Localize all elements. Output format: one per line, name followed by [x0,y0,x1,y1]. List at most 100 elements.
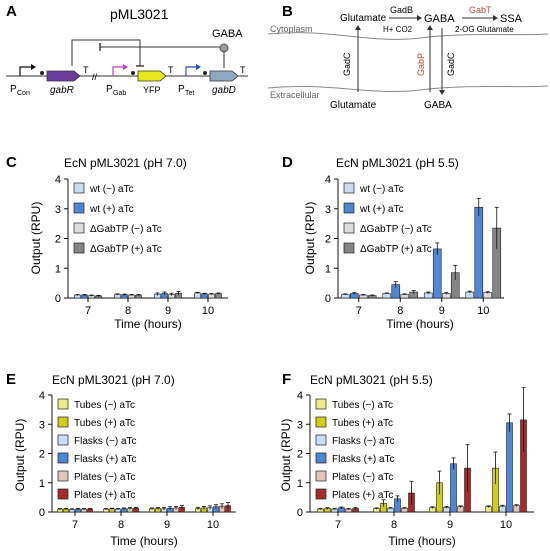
bar [506,422,513,513]
xlabel-e: Time (hours) [110,534,178,548]
x-tick-label: 7 [356,305,362,317]
gabr-label: gabR [50,85,74,96]
y-tick-label: 2 [325,234,331,246]
panel-d: D EcN pML3021 (pH 5.5) Output (RPU) Time… [282,154,504,331]
glutamate-top: Glutamate [340,13,387,24]
gadb-label: GadB [390,5,413,15]
y-tick-label: 2 [55,234,61,246]
chart-title-f: EcN pML3021 (pH 5.5) [310,373,433,387]
x-tick-label: 8 [125,305,131,317]
promoter-gab-label: P [106,84,113,95]
gadb-arrowhead-icon [417,15,422,21]
legend-swatch [57,434,69,446]
legend-label: Plates (+) aTc [74,490,135,501]
gadc-left-label: GadC [342,52,352,76]
legend-label: wt (+) aTc [89,204,134,215]
panel-letter-e: E [6,371,16,388]
legend-label: Tubes (+) aTc [332,418,393,429]
promoter-con-label: P [10,84,17,95]
plot-area-d: 0 1 2 3 4 7 8 9 10 wt (−) aTc wt (+) aTc ΔGabTP (−)… [325,174,504,317]
x-tick-label: 8 [391,519,397,531]
gabr-repression-line [71,39,141,66]
xlabel-f: Time (hours) [388,534,456,548]
y-tick-label: 1 [39,478,45,490]
legend-swatch [73,222,85,234]
promoter-tet-sub: Tet [185,90,194,97]
y-tick-label: 3 [55,204,61,216]
yfp-label: YFP [143,85,161,95]
legend-swatch [73,182,85,194]
panel-a: A pML3021 GABA P Con gabR T // P Gab YFP [6,3,248,97]
x-tick-label: 7 [72,519,78,531]
panel-b: B Glutamate GadB H+ CO2 GABA GabT 2-OG G… [267,3,549,111]
promoter-tet-label: P [178,84,185,95]
gabp-label: GabP [416,53,426,76]
gabr-gene-icon [46,70,81,82]
x-tick-label: 10 [207,519,219,531]
legend-label: Plates (−) aTc [332,472,393,483]
gadc-left-arrowhead-icon [355,25,361,30]
panel-c: C EcN pML3021 (pH 7.0) Output (RPU) Time… [6,154,228,331]
gabd-label: gabD [212,85,236,96]
gabt-label: GabT [469,5,492,15]
y-tick-label: 4 [39,390,45,402]
chart-title-d: EcN pML3021 (pH 5.5) [336,156,459,170]
legend-label: wt (−) aTc [359,184,404,195]
legend-swatch [315,470,327,482]
legend-swatch [73,242,85,254]
y-tick-label: 0 [39,507,45,519]
y-tick-label: 2 [39,449,45,461]
legend-swatch [57,452,69,464]
terminator-1: T [83,65,89,75]
terminator-3: T [240,65,246,75]
promoter-gab-icon [112,66,124,76]
y-tick-label: 3 [39,419,45,431]
legend-swatch [57,470,69,482]
legend-label: Plates (−) aTc [74,472,135,483]
legend-label: Flasks (−) aTc [332,436,395,447]
rbs-icon-3 [203,71,207,75]
legend-swatch [343,242,355,254]
ssa-label: SSA [500,13,523,25]
legend-swatch [57,398,69,410]
y-tick-label: 2 [297,449,303,461]
y-tick-label: 3 [297,419,303,431]
y-tick-label: 1 [325,263,331,275]
legend-label: ΔGabTP (−) aTc [360,224,432,235]
promoter-con-icon [19,66,32,76]
rbs-icon [40,71,44,75]
chart-title-e: EcN pML3021 (pH 7.0) [52,373,175,387]
plot-area-e: 0 1 2 3 4 7 8 9 10 Tubes (−) aTc Tubes (+) aTc Flas… [39,390,236,531]
panel-letter-f: F [282,371,291,388]
yfp-gene-icon [137,70,167,82]
legend-label: ΔGabTP (+) aTc [90,244,162,255]
h-co2-label: H+ CO2 [383,25,413,34]
bar [474,206,484,299]
x-tick-label: 7 [335,519,341,531]
membrane-inner [267,32,549,40]
promoter-con-arrowhead-icon [31,64,36,70]
membrane-outer [267,85,549,92]
legend-swatch [315,434,327,446]
gaba-bottom: GABA [424,100,452,111]
gadc-right-arrowhead-icon [439,90,445,95]
og-glutamate-label: 2-OG Glutamate [455,25,514,34]
cytoplasm-label: Cytoplasm [270,24,313,34]
bar [513,505,520,513]
x-tick-label: 8 [397,305,403,317]
legend-swatch [57,488,69,500]
ylabel-f: Output (RPU) [279,419,293,492]
gadc-right-label: GadC [446,52,456,76]
legend-swatch [343,182,355,194]
plot-area-c: 0 1 2 3 4 7 8 9 10 wt (−) aTc wt (+) aTc ΔGabTP (−)… [55,174,228,317]
gaba-top: GABA [424,13,455,25]
gaba-label: GABA [212,28,243,40]
y-tick-label: 4 [55,174,61,186]
legend-swatch [57,416,69,428]
bar [215,293,222,299]
x-tick-label: 10 [477,305,489,317]
panel-letter-a: A [6,3,17,20]
gabd-gene-icon [209,70,239,82]
promoter-gab-sub: Gab [113,90,126,97]
